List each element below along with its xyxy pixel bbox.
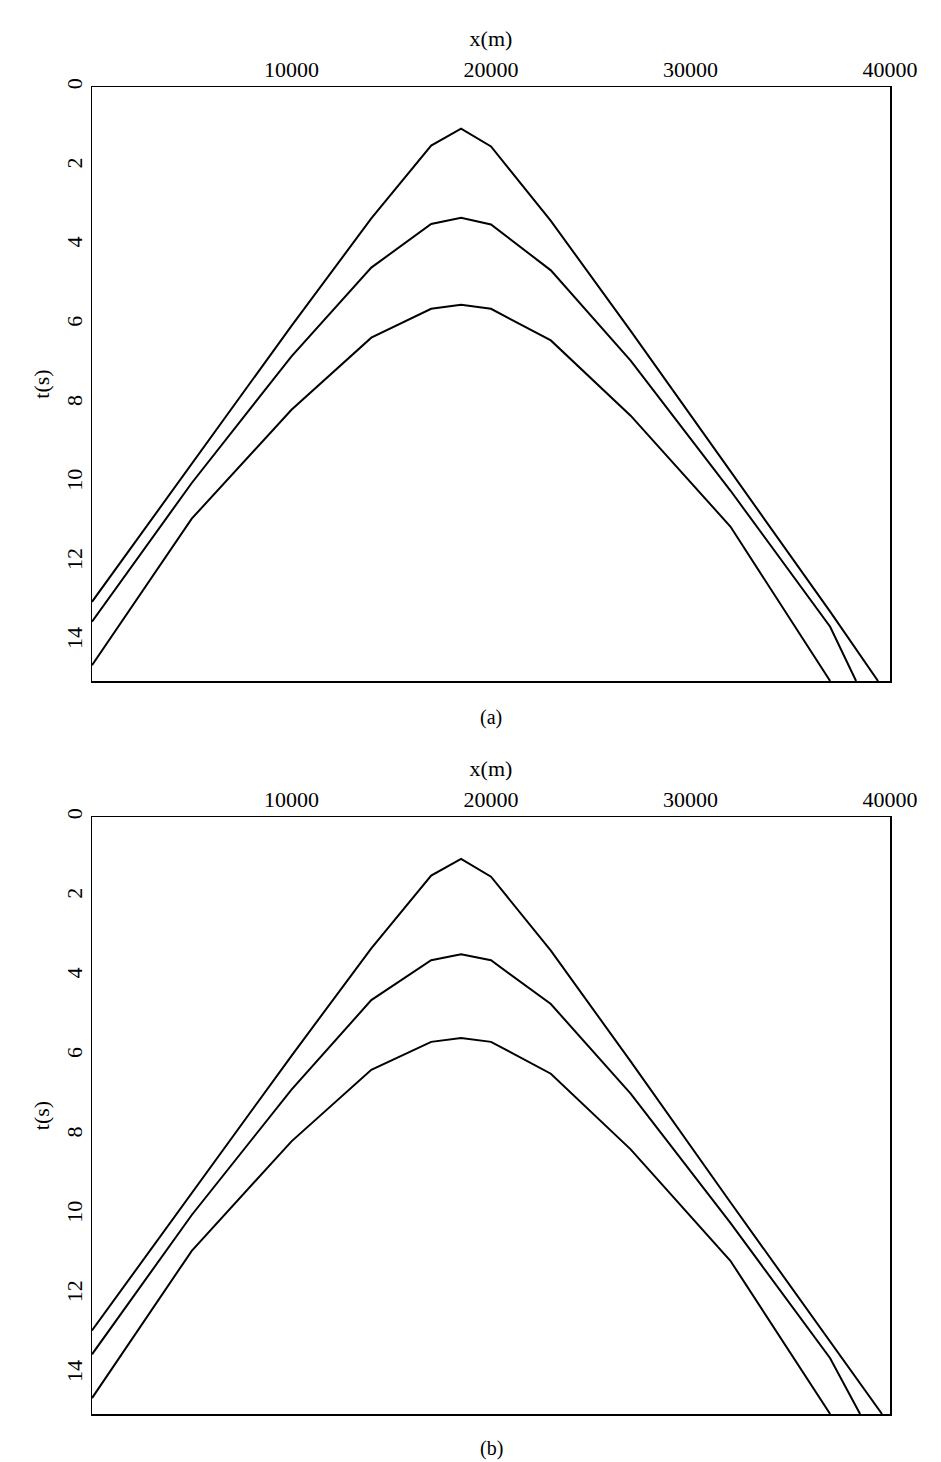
svg-text:(a): (a) — [480, 706, 502, 729]
svg-text:10: 10 — [62, 1201, 87, 1223]
svg-text:12: 12 — [62, 1280, 87, 1302]
svg-text:(b): (b) — [480, 1437, 503, 1460]
svg-text:6: 6 — [62, 316, 87, 327]
svg-text:40000: 40000 — [863, 57, 918, 82]
svg-text:30000: 30000 — [663, 787, 718, 812]
svg-text:0: 0 — [62, 808, 87, 819]
svg-text:6: 6 — [62, 1047, 87, 1058]
svg-text:t(s): t(s) — [29, 1101, 54, 1130]
svg-text:8: 8 — [62, 1127, 87, 1138]
svg-text:14: 14 — [62, 627, 87, 649]
svg-text:x(m): x(m) — [470, 26, 513, 51]
svg-text:x(m): x(m) — [470, 756, 513, 781]
svg-text:0: 0 — [62, 78, 87, 89]
svg-text:t(s): t(s) — [29, 369, 54, 398]
svg-text:4: 4 — [62, 237, 87, 248]
svg-text:20000: 20000 — [464, 57, 519, 82]
svg-text:2: 2 — [62, 157, 87, 168]
svg-text:12: 12 — [62, 548, 87, 570]
svg-text:40000: 40000 — [863, 787, 918, 812]
svg-text:10: 10 — [62, 469, 87, 491]
svg-text:2: 2 — [62, 888, 87, 899]
svg-text:20000: 20000 — [464, 787, 519, 812]
svg-text:30000: 30000 — [663, 57, 718, 82]
svg-text:14: 14 — [62, 1360, 87, 1382]
svg-text:10000: 10000 — [264, 57, 319, 82]
svg-text:8: 8 — [62, 395, 87, 406]
svg-text:10000: 10000 — [264, 787, 319, 812]
svg-text:4: 4 — [62, 967, 87, 978]
